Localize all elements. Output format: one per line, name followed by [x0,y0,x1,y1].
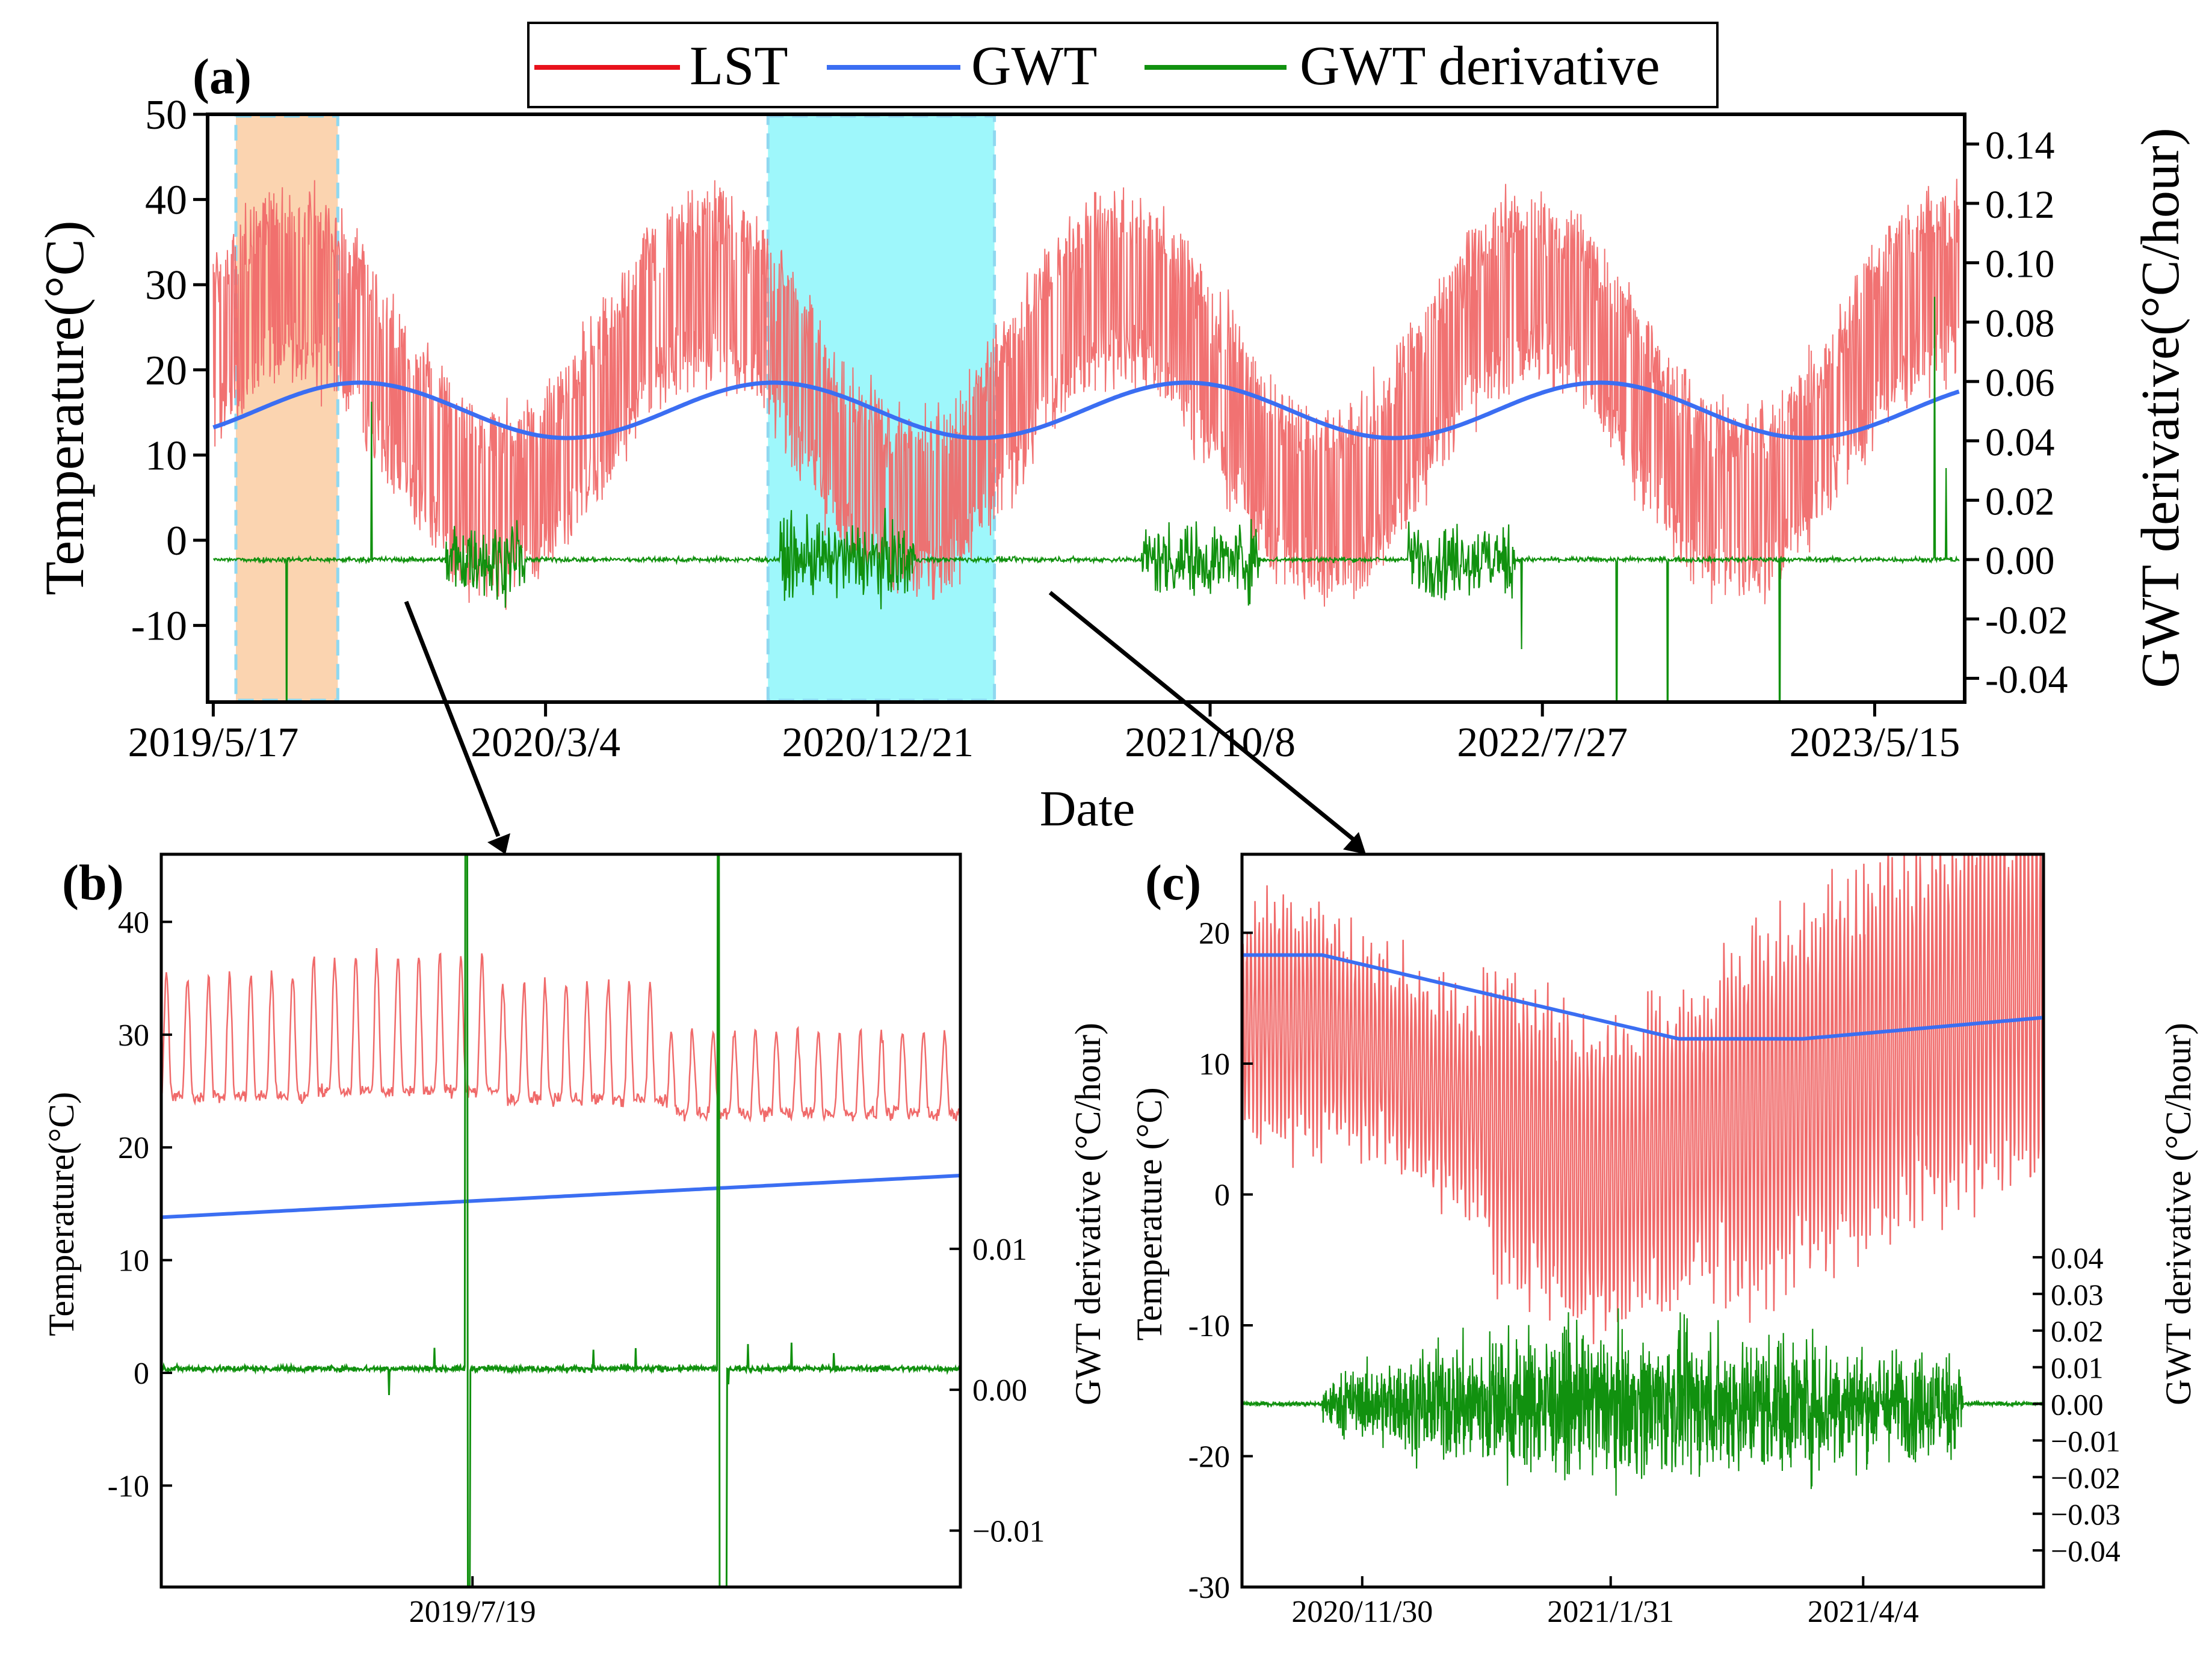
y2-tick-label: 0.04 [2051,1241,2104,1275]
y-tick-label: 20 [118,1131,149,1165]
y-axis-left: -10 0 10 20 30 40 [108,905,172,1503]
panel-c-letter: (c) [1145,855,1201,911]
y-axis-right: −0.01 0.00 0.01 [950,1233,1045,1549]
y2-axis-label: GWT derivative(°C/hour) [2131,128,2190,688]
y-tick-label: 20 [1199,917,1230,951]
legend-box [527,22,1719,108]
x-tick-label: 2020/12/21 [782,720,974,766]
y-tick-label: -30 [1188,1571,1230,1605]
x-axis: 2019/5/17 2020/3/4 2020/12/21 2021/10/8 2022… [128,702,1960,766]
zoom-arrows [404,591,1366,854]
y2-tick-label: 0.10 [1985,242,2055,286]
x-tick-label: 2021/4/4 [1808,1595,1919,1629]
y2-tick-label: −0.01 [2051,1424,2121,1458]
y-axis-label: Temperature (°C) [1129,1087,1169,1340]
y2-tick-label: 0.06 [1985,361,2055,405]
legend: LST GWT GWT derivative [527,22,1719,108]
y2-tick-label: 0.12 [1985,183,2055,227]
panel-a: -10 0 10 20 30 40 50 -0.04 -0.02 0.00 0.02 0.04 0.0… [34,22,2190,837]
y-tick-label: 10 [118,1244,149,1278]
panel-a-letter: (a) [193,49,252,105]
x-tick-label: 2019/7/19 [409,1595,536,1629]
y-tick-label: 30 [118,1019,149,1053]
plot-frame [206,112,1966,704]
y2-tick-label: 0.08 [1985,301,2055,345]
y-tick-label: 40 [118,905,149,940]
y-tick-label: -20 [1188,1440,1230,1475]
x-tick-label: 2020/11/30 [1291,1595,1433,1629]
y-tick-label: 30 [145,262,187,309]
y2-tick-label: 0.00 [1985,539,2055,583]
arrowhead-b [487,833,510,854]
x-axis: 2020/11/30 2021/1/31 2021/4/4 [1291,1576,1919,1629]
x-tick-label: 2021/10/8 [1125,720,1296,766]
y-tick-label: 0 [134,1357,149,1391]
y-tick-label: -10 [1188,1309,1230,1343]
y-tick-label: -10 [131,603,187,650]
y2-tick-label: −0.02 [2051,1461,2121,1494]
y2-tick-label: 0.02 [2051,1314,2104,1348]
y-tick-label: 0 [1214,1179,1230,1213]
x-tick-label: 2022/7/27 [1457,720,1628,766]
y2-tick-label: 0.00 [2051,1388,2104,1422]
legend-label-gwt: GWT [971,35,1097,96]
y-tick-label: 10 [145,433,187,479]
y2-tick-label: 0.01 [2051,1351,2104,1385]
gwt-derivative-line [161,854,960,1587]
y-tick-label: -10 [108,1469,149,1503]
arrowhead-c [1343,832,1366,854]
y2-tick-label: −0.01 [972,1514,1045,1549]
x-axis-label: Date [1040,781,1135,837]
y-axis-right: 0.040.030.020.010.00−0.01−0.02−0.03−0.04 [2033,1241,2121,1568]
gwt-line [161,1174,960,1219]
y-tick-label: 10 [1199,1047,1230,1082]
plot-frame [1240,852,2045,1589]
x-tick-label: 2019/5/17 [128,720,298,766]
y2-tick-label: −0.04 [2051,1534,2121,1568]
arrow-to-panel-c [1048,591,1359,844]
panel-b-letter: (b) [62,855,124,911]
y2-tick-label: 0.14 [1985,123,2055,167]
panel-b: -10 0 10 20 30 40 −0.01 0.00 0.01 2019/7/19 Tem… [42,852,1108,1629]
legend-label-gwt-derivative: GWT derivative [1300,35,1660,96]
lst-line [1242,854,2044,1345]
y-tick-label: 40 [145,177,187,224]
y2-axis-label: GWT derivative (°C/hour) [1068,1023,1108,1405]
gwt-derivative-line [1242,1308,2044,1496]
x-tick-label: 2020/3/4 [471,720,620,766]
arrow-to-panel-b [404,600,501,837]
gwt-derivative-line [213,297,1960,702]
y2-tick-label: -0.04 [1985,658,2068,702]
y-axis-label: Temperature(°C) [34,221,95,596]
y-tick-label: 0 [166,518,187,564]
y2-tick-label: -0.02 [1985,599,2068,643]
y-tick-label: 50 [145,92,187,138]
x-tick-label: 2021/1/31 [1547,1595,1674,1629]
legend-label-lst: LST [690,35,788,96]
gwt-line [212,380,1960,440]
y-tick-label: 20 [145,348,187,394]
plot-frame [159,852,962,1589]
y2-tick-label: 0.04 [1985,421,2055,464]
y-axis-left: -10 0 10 20 30 40 50 [131,92,208,650]
y2-tick-label: 0.00 [972,1373,1027,1408]
x-axis: 2019/7/19 [409,1576,536,1629]
y2-axis-label: GWT derivative (°C/hour) [2158,1023,2198,1405]
lst-line [161,948,960,1123]
y-axis-left: -30 -20 -10 0 10 20 [1188,917,1253,1605]
panel-c: -30 -20 -10 0 10 20 0.040.030.020.010.00−0.01… [1129,852,2198,1629]
y2-tick-label: 0.01 [972,1233,1027,1267]
y2-tick-label: 0.02 [1985,479,2055,523]
y-axis-label: Temperature(°C) [42,1092,81,1336]
y2-tick-label: −0.03 [2051,1497,2121,1531]
x-tick-label: 2023/5/15 [1789,720,1960,766]
y2-tick-label: 0.03 [2051,1278,2104,1311]
y-axis-right: -0.04 -0.02 0.00 0.02 0.04 0.06 0.08 0.10 0.12 0.… [1965,123,2068,702]
gwt-line [1242,953,2044,1041]
